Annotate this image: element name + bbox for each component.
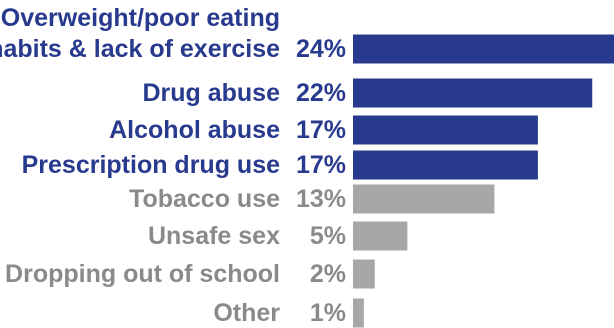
bar-1 — [353, 78, 593, 108]
category-label-2: Alcohol abuse — [109, 116, 280, 144]
category-label-5: Unsafe sex — [148, 222, 280, 250]
category-label-6: Dropping out of school — [5, 260, 280, 288]
bar-7 — [353, 298, 364, 328]
value-label-5: 5% — [310, 222, 346, 250]
value-label-6: 2% — [310, 260, 346, 288]
value-label-4: 13% — [296, 185, 346, 213]
value-label-3: 17% — [296, 151, 346, 179]
bar-6 — [353, 259, 375, 289]
bar-4 — [353, 184, 495, 214]
bar-0 — [353, 34, 614, 64]
category-label-0-line-0: Overweight/poor eating — [1, 4, 280, 32]
value-label-2: 17% — [296, 116, 346, 144]
category-label-7: Other — [213, 299, 280, 327]
value-label-1: 22% — [296, 79, 346, 107]
category-label-0-line-1: habits & lack of exercise — [0, 35, 280, 63]
value-label-7: 1% — [310, 299, 346, 327]
category-label-3: Prescription drug use — [22, 151, 280, 179]
bar-2 — [353, 115, 538, 145]
bars-group — [353, 34, 614, 328]
value-labels-group: 24% 22% 17% 17% 13% 5% 2% 1% — [296, 35, 346, 327]
category-label-4: Tobacco use — [129, 185, 280, 213]
bar-5 — [353, 221, 408, 251]
value-label-0: 24% — [296, 35, 346, 63]
category-labels-group: Overweight/poor eating habits & lack of e… — [0, 4, 280, 327]
bar-3 — [353, 150, 538, 180]
category-label-1: Drug abuse — [142, 79, 280, 107]
